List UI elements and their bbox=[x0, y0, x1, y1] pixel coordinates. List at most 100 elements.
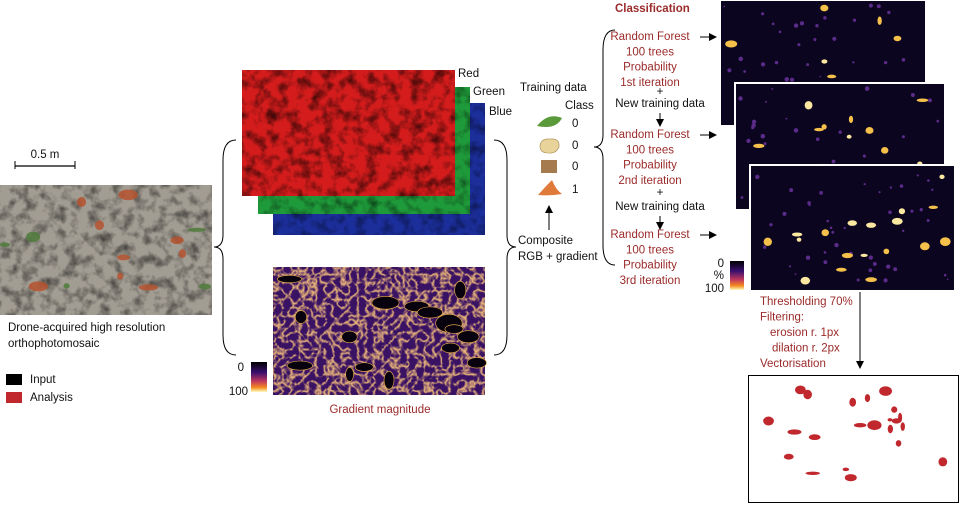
probability-speck bbox=[797, 43, 801, 47]
photo-spot bbox=[138, 284, 159, 291]
class-value: 1 bbox=[572, 184, 578, 196]
probability-speck bbox=[878, 191, 881, 194]
iteration-text: Probability bbox=[623, 260, 677, 272]
probability-speck bbox=[887, 10, 891, 15]
probability-speck bbox=[774, 60, 779, 65]
probability-blob bbox=[916, 98, 929, 103]
vector-polygon bbox=[803, 389, 812, 400]
probability-speck bbox=[852, 18, 857, 22]
probability-speck bbox=[771, 22, 775, 26]
probability-speck bbox=[813, 38, 817, 42]
probability-speck bbox=[916, 174, 919, 177]
probability-speck bbox=[815, 137, 820, 141]
probability-speck bbox=[755, 174, 760, 180]
probability-speck bbox=[826, 219, 830, 223]
probability-blob bbox=[763, 237, 773, 246]
legend-label: Analysis bbox=[30, 392, 73, 404]
vector-polygon bbox=[787, 429, 802, 435]
postprocessing-text: dilation r. 2px bbox=[772, 343, 840, 355]
probability-blob bbox=[836, 267, 847, 272]
probability-blob bbox=[939, 237, 951, 246]
probability-blob bbox=[791, 232, 803, 237]
probability-speck bbox=[936, 119, 940, 123]
probability-speck bbox=[834, 242, 839, 248]
colorbar-label: 0 bbox=[238, 362, 244, 374]
probability-speck bbox=[805, 255, 811, 260]
vector-polygon bbox=[891, 418, 902, 424]
probability-speck bbox=[943, 273, 947, 277]
probability-speck bbox=[899, 184, 904, 188]
vector-polygon bbox=[867, 420, 882, 431]
gradient-hole bbox=[417, 306, 443, 319]
probability-speck bbox=[889, 186, 893, 189]
gradient-hole bbox=[286, 360, 313, 371]
photo-spot bbox=[187, 227, 207, 232]
vector-polygon bbox=[794, 385, 806, 395]
probability-blob bbox=[827, 74, 837, 79]
probability-speck bbox=[862, 154, 866, 158]
class-icon bbox=[537, 116, 562, 127]
vector-polygon bbox=[895, 440, 902, 447]
probability-speck bbox=[778, 30, 782, 34]
class-value: 0 bbox=[572, 161, 578, 173]
postprocessing-text: Vectorisation bbox=[760, 358, 826, 370]
probability-speck bbox=[931, 188, 934, 191]
probability-speck bbox=[823, 16, 827, 20]
new-data-text: New training data bbox=[615, 201, 705, 213]
new-data-text: + bbox=[657, 86, 664, 98]
probability-speck bbox=[829, 226, 833, 230]
probability-speck bbox=[806, 63, 810, 67]
photo-spot bbox=[94, 220, 104, 231]
gradient-hole bbox=[371, 296, 400, 310]
probability-speck bbox=[815, 24, 819, 28]
probability-blob bbox=[866, 222, 877, 228]
probability-speck bbox=[883, 60, 888, 65]
band-label: Blue bbox=[489, 106, 512, 118]
probability-speck bbox=[760, 62, 766, 67]
photo-spot bbox=[63, 283, 70, 289]
gradient-hole bbox=[354, 362, 374, 372]
brace bbox=[213, 139, 237, 356]
class-value: 0 bbox=[572, 118, 578, 130]
gradient-hole bbox=[466, 357, 487, 369]
vector-polygon bbox=[853, 422, 867, 428]
vector-polygon bbox=[763, 416, 774, 426]
probability-speck bbox=[893, 267, 898, 272]
probability-speck bbox=[793, 23, 799, 28]
caption: orthophotomosaic bbox=[8, 338, 100, 350]
band-label: Red bbox=[458, 68, 479, 80]
probability-speck bbox=[727, 68, 732, 73]
iteration-text: 3rd iteration bbox=[620, 275, 681, 287]
new-data-text: New training data bbox=[615, 98, 705, 110]
probability-speck bbox=[901, 58, 906, 62]
class-value: 0 bbox=[572, 140, 578, 152]
probability-blob bbox=[821, 124, 827, 130]
colorbar-label: 100 bbox=[229, 386, 248, 398]
probability-speck bbox=[852, 61, 855, 64]
probability-speck bbox=[831, 159, 836, 164]
probability-speck bbox=[888, 210, 892, 215]
probability-blob bbox=[928, 205, 938, 209]
training-title: Training data bbox=[520, 82, 587, 94]
brace bbox=[593, 29, 616, 266]
probability-speck bbox=[883, 278, 888, 283]
iteration-text: 2nd iteration bbox=[618, 175, 681, 187]
probability-speck bbox=[760, 133, 766, 139]
probability-blob bbox=[753, 143, 765, 149]
probability-blob bbox=[877, 16, 882, 25]
probability-blob bbox=[800, 276, 811, 285]
gradient-hole bbox=[457, 330, 480, 344]
band-label: Green bbox=[473, 86, 505, 98]
probability-speck bbox=[790, 77, 795, 82]
probability-speck bbox=[926, 219, 930, 223]
probability-speck bbox=[823, 260, 828, 265]
probability-blob bbox=[846, 134, 852, 139]
probability-blob bbox=[821, 59, 828, 64]
probability-speck bbox=[751, 119, 757, 124]
vector-polygon bbox=[783, 453, 794, 460]
postprocessing-text: Thresholding 70% bbox=[760, 296, 853, 308]
probability-speck bbox=[769, 223, 773, 227]
iteration-text: 100 trees bbox=[626, 244, 674, 256]
probability-blob bbox=[881, 147, 889, 154]
